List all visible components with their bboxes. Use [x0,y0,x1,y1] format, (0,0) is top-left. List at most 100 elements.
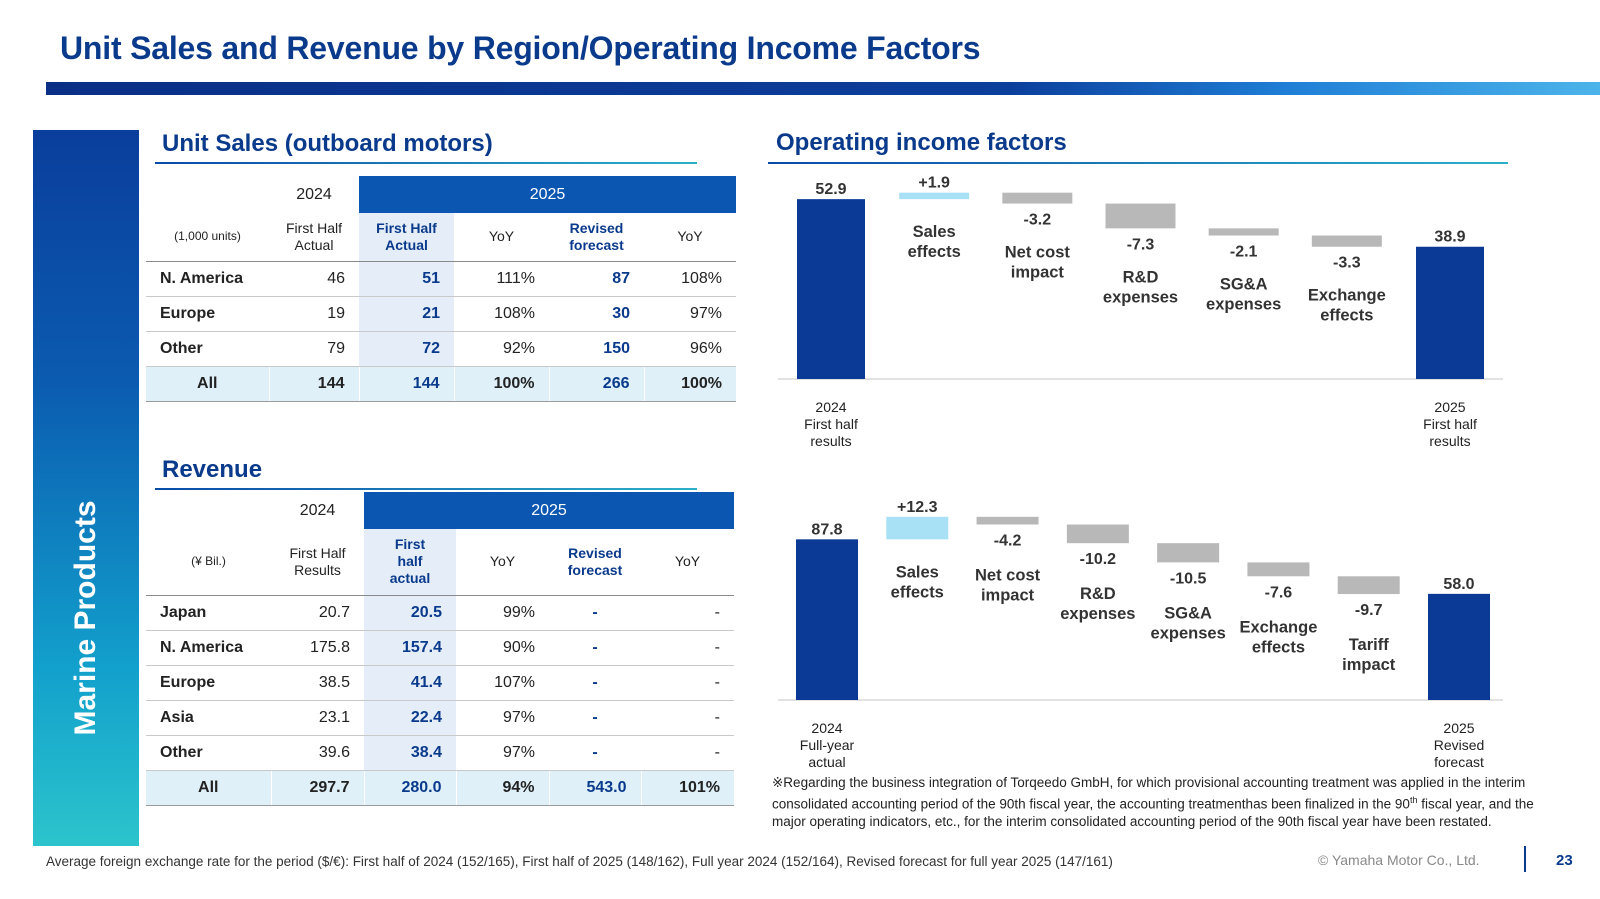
cell-value: 144 [359,365,455,402]
year-2024: 2024 [296,185,332,203]
revenue-year-row: 2024 2025 [146,492,734,529]
col-yoy-forecast: YoY [641,529,734,596]
cell-value: 23.1 [271,700,364,736]
col-revised-forecast: Revised forecast [549,213,644,262]
cell-value: 543.0 [549,769,642,806]
factor-value-label: -9.7 [1355,602,1383,619]
title-band [46,82,1600,95]
waterfall-chart-first-half: 52.9 2024 First half results +1.9 Sales effect… [778,175,1503,449]
cell-value: 111% [454,261,549,297]
factor-bar [1002,192,1073,204]
cell-value: 107% [456,665,549,701]
region-label: Other [146,735,271,771]
col-2024-actual: First Half Actual [269,213,359,262]
table-row: Asia 23.1 22.4 97% - - [146,700,734,736]
blank-cell [146,176,269,213]
cell-value: - [641,630,734,666]
table-row: Japan 20.7 20.5 99% - - [146,595,734,631]
end-value-label: 58.0 [1443,576,1474,593]
col-revised-forecast: Revised forecast [549,529,641,596]
factor-category-label: SG&A expenses [1206,276,1281,314]
region-label: N. America [146,261,269,297]
col-yoy: YoY [456,529,549,596]
factor-bar [1337,576,1400,595]
cell-value: - [549,665,641,701]
torqeedo-note: ※Regarding the business integration of T… [772,774,1552,830]
cell-value: 19 [269,296,359,332]
cell-value: 266 [549,365,645,402]
unit-sales-table: 2024 2025 (1,000 units) First Half Actua… [146,176,736,402]
operating-income-underline [768,162,1508,164]
end-category-label: 2025 Revised forecast [1434,720,1485,770]
cell-value: 79 [269,331,359,367]
cell-value: 97% [456,700,549,736]
cell-value: 150 [549,331,644,367]
cell-value: - [549,700,641,736]
factor-bar [1066,524,1129,544]
cell-value: 108% [644,261,736,297]
region-label: Europe [146,665,271,701]
col-yoy: YoY [454,213,549,262]
unit-sales-underline [155,162,697,164]
cell-value: 94% [456,769,550,806]
region-label: Europe [146,296,269,332]
note-sup: th [1409,794,1418,805]
factor-bar [1208,228,1279,236]
cell-value: 72 [359,331,454,367]
factor-value-label: -7.3 [1127,236,1155,253]
region-label: Asia [146,700,271,736]
cell-value: 157.4 [364,630,456,666]
end-bar [1416,246,1484,379]
cell-value: 30 [549,296,644,332]
factor-category-label: Net cost impact [1005,244,1071,282]
revenue-table: 2024 2025 (¥ Bil.) First Half Results Fi… [146,492,734,806]
total-label: All [146,769,272,806]
cell-value: 144 [269,365,360,402]
total-label: All [146,365,270,402]
factor-value-label: +1.9 [918,175,950,192]
region-label: Other [146,331,269,367]
table-row: Europe 38.5 41.4 107% - - [146,665,734,701]
factor-bar [1247,562,1310,577]
cell-value: 280.0 [364,769,457,806]
cell-value: 101% [641,769,734,806]
factor-value-label: -2.1 [1230,244,1258,261]
factor-bar [976,516,1039,525]
revenue-title: Revenue [162,456,263,483]
start-value-label: 52.9 [815,181,846,198]
factor-category-label: SG&A expenses [1151,604,1226,642]
side-tab: Marine Products [33,130,139,846]
start-category-label: 2024 Full-year actual [800,720,855,770]
waterfall-chart-full-year: 87.8 2024 Full-year actual +12.3 Sales effects… [778,499,1503,770]
factor-value-label: -4.2 [994,533,1022,550]
region-label: Japan [146,595,271,631]
cell-value: - [641,735,734,771]
cell-value: - [641,595,734,631]
factor-bar [1311,235,1382,247]
col-2025-actual: First half actual [364,529,456,596]
revenue-underline [155,488,697,490]
cell-value: 87 [549,261,644,297]
factor-value-label: -3.3 [1333,255,1361,272]
cell-value: 38.4 [364,735,456,771]
cell-value: 175.8 [271,630,364,666]
fx-footnote: Average foreign exchange rate for the pe… [46,854,1113,869]
factor-value-label: -10.5 [1170,570,1207,587]
cell-value: 97% [644,296,736,332]
cell-value: 38.5 [271,665,364,701]
factor-category-label: R&D expenses [1103,268,1178,306]
cell-value: 21 [359,296,454,332]
cell-value: - [641,700,734,736]
year-2025: 2025 [364,492,734,529]
col-2025-actual: First Half Actual [359,213,454,262]
factor-category-label: R&D expenses [1060,585,1135,623]
cell-value: 100% [644,365,736,402]
factor-value-label: -7.6 [1265,584,1293,601]
end-value-label: 38.9 [1434,229,1465,246]
factor-value-label: +12.3 [897,499,938,516]
table-row: Other 79 72 92% 150 96% [146,331,736,367]
factor-category-label: Sales effects [891,563,944,601]
factor-value-label: -10.2 [1080,551,1117,568]
factor-bar [1157,543,1220,563]
cell-value: 96% [644,331,736,367]
